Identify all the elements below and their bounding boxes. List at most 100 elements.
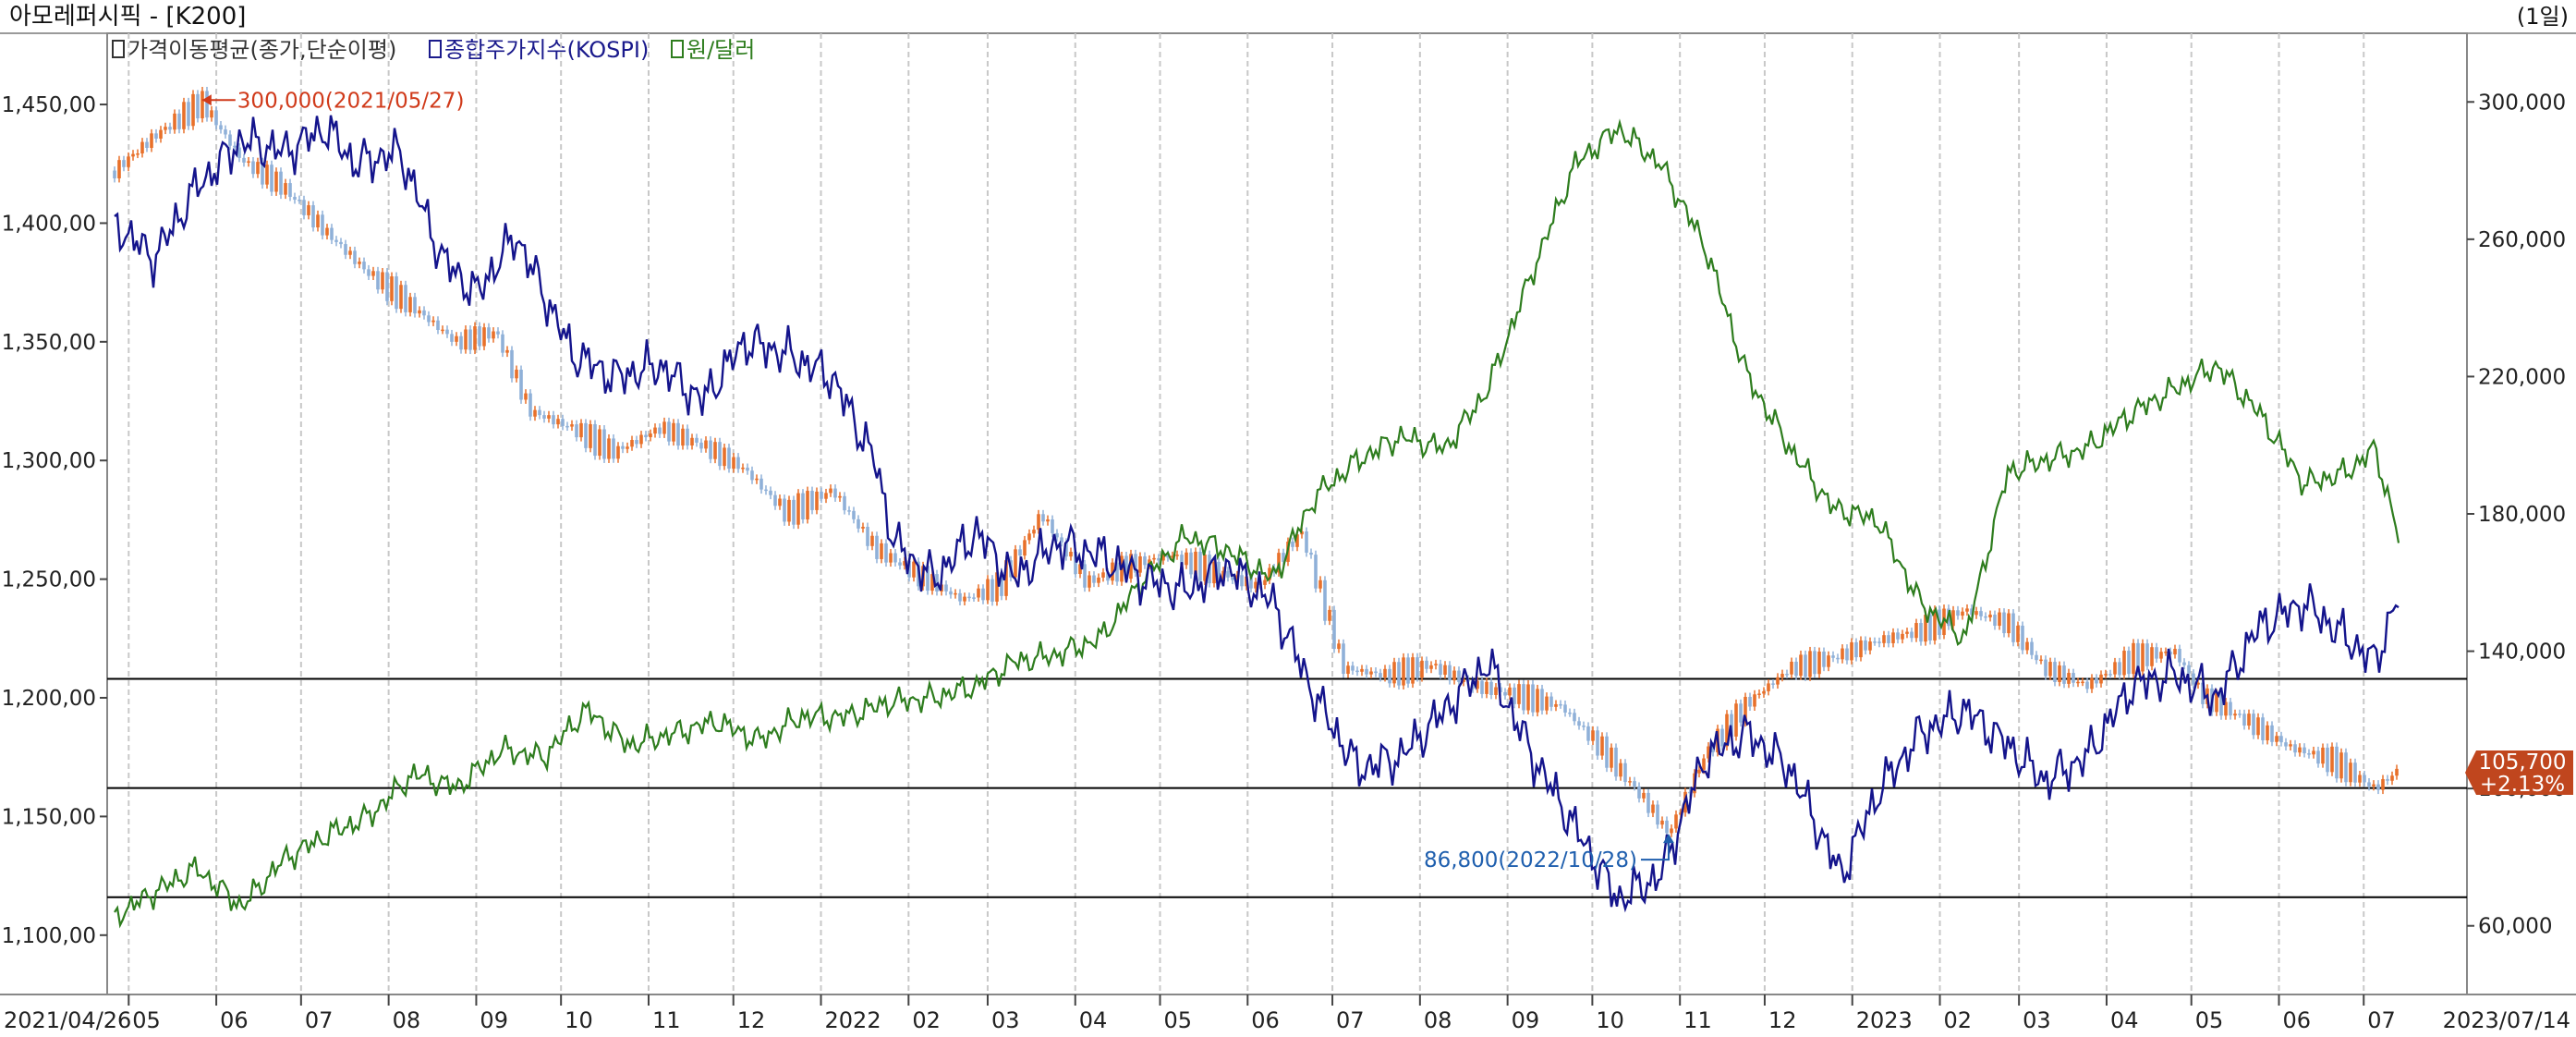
- candle-body: [1808, 651, 1812, 677]
- candle-body: [2132, 642, 2135, 675]
- candle-body: [1134, 554, 1137, 573]
- candle-body: [1854, 641, 1858, 658]
- candle-body: [501, 334, 504, 353]
- left-tick-label: 1,300,00: [2, 449, 96, 473]
- candle-body: [1425, 660, 1428, 669]
- candle-body: [2025, 641, 2029, 651]
- candle-body: [833, 488, 837, 498]
- candle-body: [210, 110, 213, 118]
- candle-body: [1993, 615, 1997, 627]
- candle-body: [505, 349, 509, 353]
- candle-body: [1933, 609, 1937, 640]
- candle-body: [538, 409, 541, 416]
- candle-body: [1161, 554, 1165, 561]
- candle-body: [1619, 762, 1622, 777]
- last-price-change: +2.13%: [2480, 773, 2565, 797]
- candle-body: [2363, 775, 2366, 783]
- x-tick-label: 12: [1768, 1007, 1797, 1033]
- candle-body: [1175, 555, 1179, 556]
- candle-body: [2316, 750, 2320, 764]
- candle-body: [1476, 680, 1479, 689]
- candle-body: [173, 113, 176, 130]
- candle-body: [2007, 613, 2011, 634]
- candle-body: [390, 276, 394, 301]
- candle-body: [1540, 689, 1544, 711]
- candle-body: [302, 200, 306, 215]
- candle-body: [986, 579, 990, 601]
- candle-body: [219, 125, 223, 130]
- candle-body: [2270, 725, 2274, 742]
- candle-body: [593, 423, 597, 457]
- legend-item-kospi: 종합주가지수(KOSPI): [444, 37, 649, 63]
- candle-body: [1480, 680, 1484, 694]
- candle-body: [1919, 623, 1923, 642]
- candle-body: [2141, 643, 2145, 672]
- candle-body: [1092, 575, 1096, 583]
- candle-body: [1388, 668, 1391, 684]
- candle-body: [1513, 687, 1516, 704]
- candle-body: [1970, 608, 1974, 616]
- candle-body: [681, 428, 685, 446]
- candle-body: [1882, 635, 1886, 643]
- candle-body: [154, 133, 158, 139]
- candle-body: [1665, 820, 1669, 834]
- candle-body: [2395, 768, 2399, 776]
- chart-title: 아모레퍼시픽 - [K200]: [9, 3, 246, 30]
- candle-body: [1420, 660, 1424, 678]
- candle-body: [820, 491, 823, 499]
- candle-body: [1231, 577, 1234, 580]
- candle-body: [1494, 687, 1498, 695]
- candle-body: [473, 326, 477, 350]
- candle-body: [963, 596, 966, 602]
- candle-body: [930, 574, 934, 592]
- candle-body: [958, 592, 962, 602]
- candle-body: [145, 141, 149, 149]
- candle-body: [187, 102, 190, 127]
- candle-body: [1263, 580, 1267, 585]
- candle-body: [455, 336, 458, 342]
- candle-body: [224, 129, 227, 135]
- candle-body: [150, 133, 153, 149]
- candle-body: [1887, 635, 1890, 643]
- candle-body: [1185, 552, 1188, 566]
- candle-body: [736, 457, 740, 470]
- x-tick-label: 05: [132, 1007, 161, 1033]
- candle-body: [1651, 804, 1655, 813]
- candle-body: [2062, 665, 2066, 684]
- candle-body: [875, 535, 879, 559]
- x-tick-label: 02: [912, 1007, 941, 1033]
- period-label: (1일): [2517, 4, 2569, 30]
- candle-body: [1443, 665, 1447, 676]
- candle-body: [764, 489, 768, 492]
- candle-body: [723, 447, 726, 467]
- candle-body: [2136, 642, 2140, 672]
- right-tick-label: 260,000: [2478, 228, 2566, 252]
- x-tick-label: 12: [737, 1007, 766, 1033]
- legend-marker-usdkrw: [671, 40, 684, 58]
- candle-body: [1697, 769, 1701, 774]
- candle-body: [1101, 572, 1105, 578]
- candle-body: [288, 183, 292, 198]
- candle-body: [404, 285, 407, 312]
- candle-body: [1046, 519, 1050, 522]
- candle-body: [2058, 665, 2061, 682]
- candle-body: [2293, 744, 2297, 753]
- candle-body: [542, 415, 546, 419]
- candle-body: [2284, 742, 2288, 747]
- candle-body: [575, 424, 578, 438]
- last-price-tag-shape: [2465, 750, 2573, 795]
- x-tick-label: 03: [991, 1007, 1020, 1033]
- candle-body: [1171, 555, 1174, 558]
- candle-body: [2381, 778, 2385, 790]
- candle-body: [168, 127, 172, 130]
- candle-body: [1360, 668, 1364, 672]
- candle-body: [265, 165, 269, 185]
- candle-body: [1138, 555, 1142, 573]
- candle-body: [2164, 652, 2168, 653]
- candle-body: [935, 574, 939, 592]
- candle-body: [1041, 514, 1045, 522]
- x-end-label: 2023/07/14: [2443, 1007, 2570, 1033]
- candle-body: [589, 423, 592, 448]
- candle-body: [552, 415, 555, 425]
- candle-body: [1152, 557, 1156, 560]
